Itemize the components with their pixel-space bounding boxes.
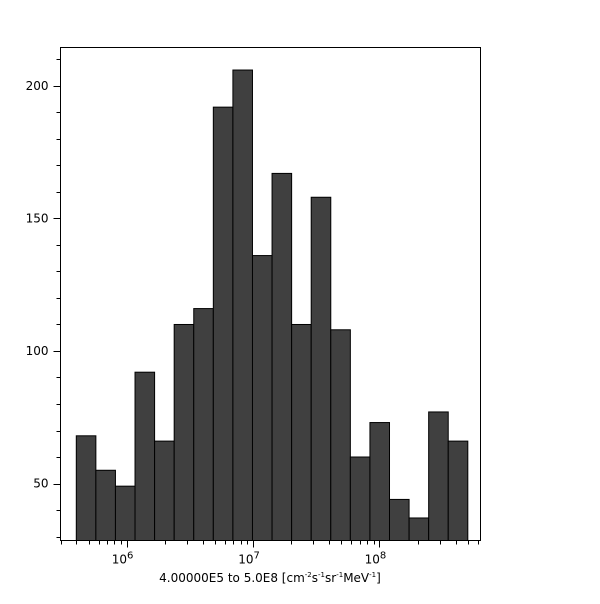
histogram-bar: [369, 422, 391, 542]
histogram-bar: [114, 485, 136, 541]
x-tick-label: 108: [365, 551, 387, 567]
histogram-bar: [232, 69, 253, 541]
histogram-bar: [271, 172, 293, 541]
histogram-bar: [428, 411, 449, 541]
histogram-bar: [134, 371, 156, 541]
histogram-bar: [95, 469, 116, 541]
x-axis: 106 107 108: [61, 540, 479, 567]
y-axis: 50 100 150 200: [26, 59, 61, 538]
histogram-bar: [349, 456, 371, 541]
histogram-bar: [291, 323, 312, 541]
histogram-bar: [408, 517, 430, 542]
histogram-bar: [310, 196, 332, 541]
histogram-bar: [75, 435, 97, 542]
histogram-bar: [330, 329, 351, 541]
histogram-bar: [173, 323, 195, 541]
y-tick-label: 50: [33, 477, 48, 491]
x-tick-label: 106: [112, 551, 134, 567]
histogram-bar: [389, 498, 410, 541]
y-tick-label: 150: [26, 211, 49, 225]
y-tick-label: 200: [26, 79, 49, 93]
y-tick-label: 100: [26, 344, 49, 358]
histogram-bar: [193, 308, 214, 541]
x-tick-label: 107: [238, 551, 260, 567]
x-axis-label: 4.00000E5 to 5.0E8 [cm-2s-1sr-1MeV-1]: [159, 571, 381, 585]
histogram-bar: [212, 106, 234, 542]
histogram-bar: [251, 255, 273, 541]
plot-frame: [60, 47, 481, 541]
histogram-bar: [447, 440, 469, 541]
histogram-bar: [154, 440, 175, 541]
bars: [75, 69, 469, 542]
